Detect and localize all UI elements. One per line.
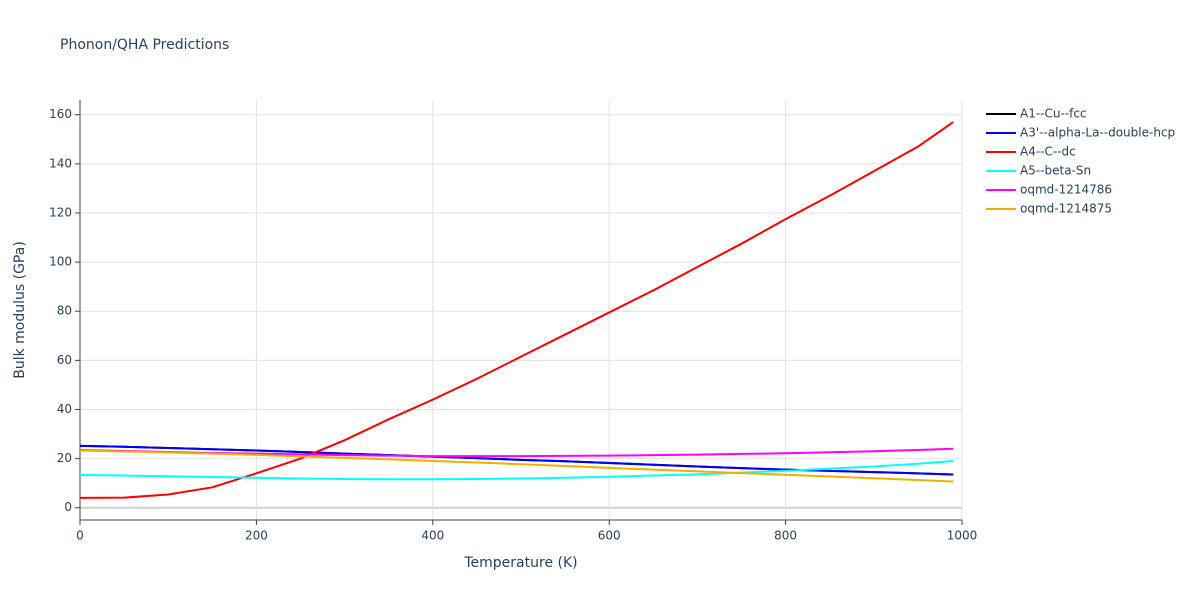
y-tick-label: 60 [57, 353, 72, 367]
y-tick-label: 160 [49, 107, 72, 121]
series-line [79, 460, 954, 481]
x-tick-label: 400 [421, 529, 444, 543]
y-tick-label: 40 [57, 402, 72, 416]
chart-title: Phonon/QHA Predictions [60, 37, 229, 53]
x-tick-label: 1000 [947, 529, 978, 543]
series-line [79, 449, 954, 483]
series-line [79, 444, 954, 476]
legend-label[interactable]: A1--Cu--fcc [1020, 107, 1087, 121]
legend-label[interactable]: A5--beta-Sn [1020, 164, 1091, 178]
legend-label[interactable]: A3'--alpha-La--double-hcp [1020, 126, 1175, 140]
y-tick-label: 20 [57, 451, 72, 465]
y-tick-label: 140 [49, 156, 72, 170]
x-tick-label: 800 [774, 529, 797, 543]
y-tick-label: 0 [64, 500, 72, 514]
legend-label[interactable]: oqmd-1214786 [1020, 183, 1112, 197]
series-line [79, 121, 954, 499]
x-axis-title: Temperature (K) [463, 555, 577, 571]
y-tick-label: 80 [57, 304, 72, 318]
y-axis-title: Bulk modulus (GPa) [12, 241, 28, 379]
y-tick-label: 100 [49, 255, 72, 269]
legend-label[interactable]: oqmd-1214875 [1020, 202, 1112, 216]
y-tick-label: 120 [49, 205, 72, 219]
x-tick-label: 200 [245, 529, 268, 543]
x-tick-label: 600 [598, 529, 621, 543]
legend-label[interactable]: A4--C--dc [1020, 145, 1076, 159]
x-tick-label: 0 [76, 529, 84, 543]
